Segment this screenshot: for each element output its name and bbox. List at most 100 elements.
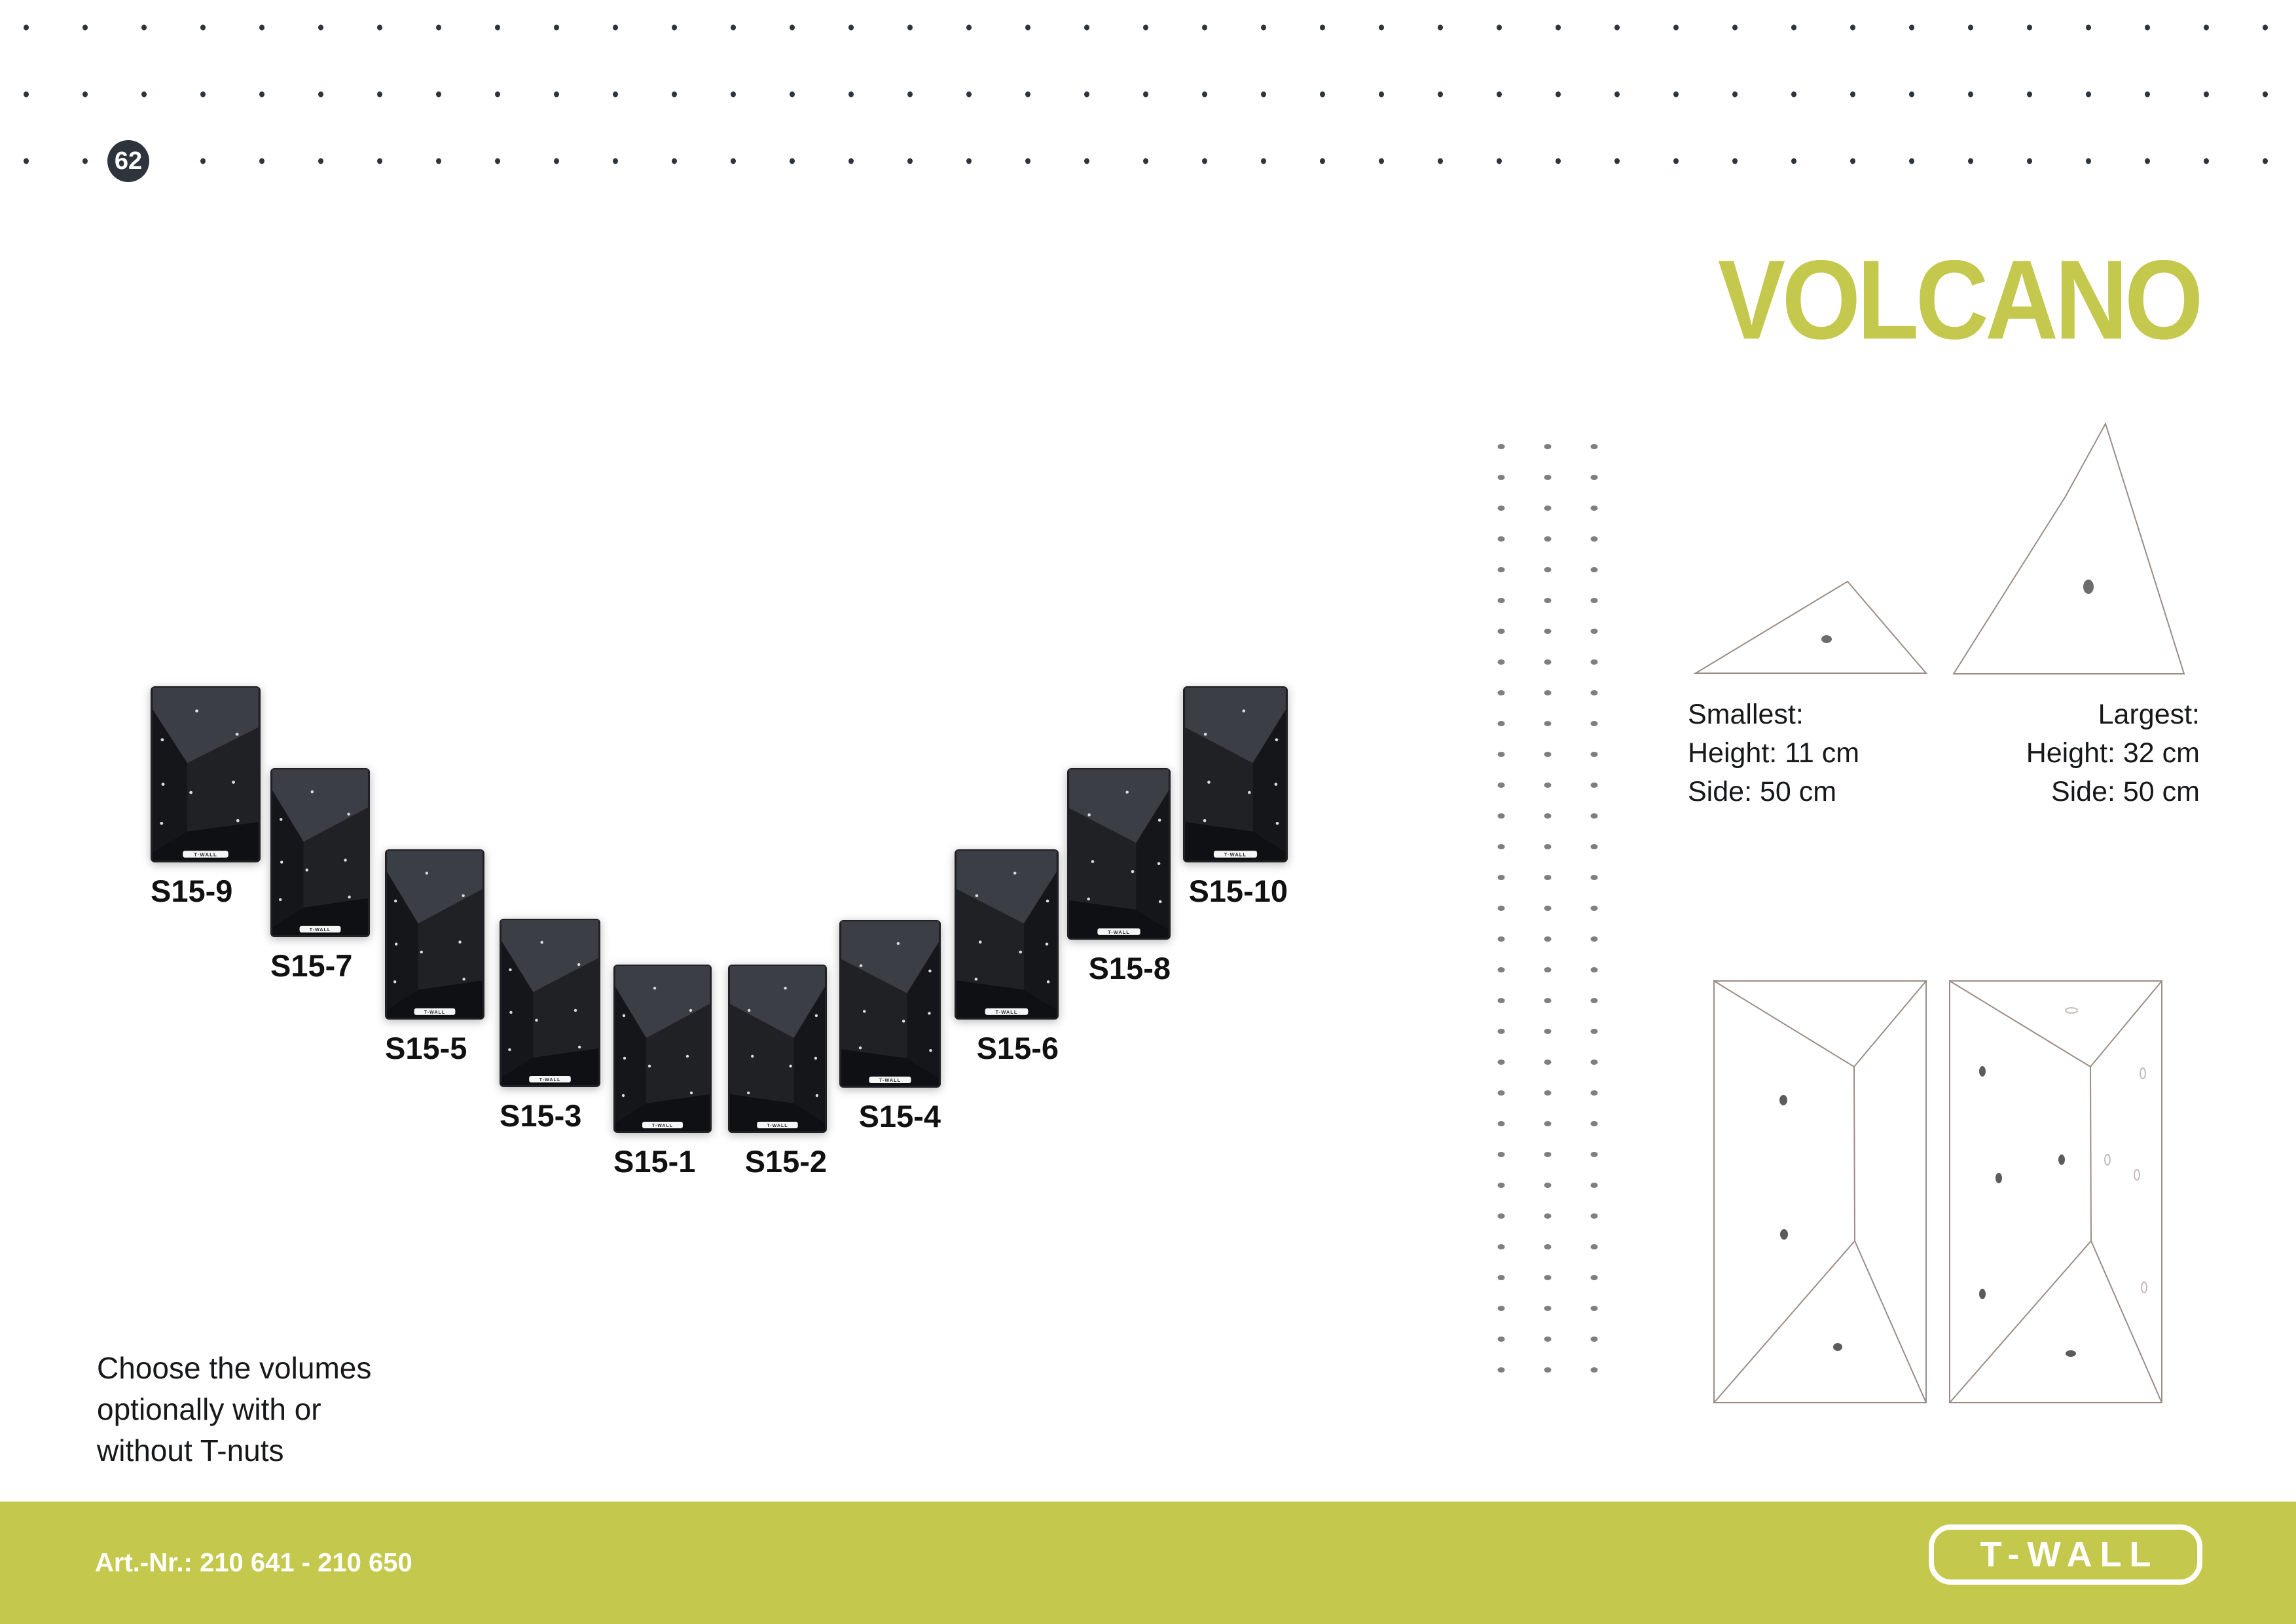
- smallest-volume-drawing: [1693, 580, 1928, 674]
- decor-dot: [1590, 1121, 1598, 1126]
- volume-photo-s15-3: T-WALL: [500, 919, 600, 1087]
- decor-dot: [1497, 1060, 1505, 1065]
- t-nut-hole: [689, 1091, 693, 1095]
- decor-dot: [1497, 506, 1505, 511]
- decor-dot: [1791, 91, 1796, 98]
- decor-dot: [1497, 783, 1505, 788]
- decor-dot: [1850, 24, 1855, 31]
- decor-dot: [1497, 844, 1505, 849]
- volume-label-s15-6: S15-6: [976, 1031, 1059, 1065]
- t-nut-hole: [1157, 819, 1161, 822]
- decor-dot: [1556, 91, 1561, 98]
- decor-dot: [2145, 91, 2150, 98]
- decor-dot: [1590, 690, 1598, 695]
- t-nut-hole: [862, 1010, 866, 1013]
- decor-dot: [1673, 158, 1679, 164]
- volume-photo-s15-8: T-WALL: [1067, 768, 1171, 940]
- t-nut-hole: [393, 980, 397, 984]
- decor-dot: [790, 24, 795, 31]
- decor-dot: [2027, 91, 2032, 98]
- volume-render: T-WALL: [270, 768, 370, 937]
- svg-text:T-WALL: T-WALL: [767, 1124, 788, 1128]
- decor-dot: [1544, 659, 1552, 665]
- svg-text:T-WALL: T-WALL: [539, 1077, 561, 1082]
- page-number-badge: 62: [107, 140, 149, 182]
- decor-dot: [1544, 844, 1552, 849]
- t-nut-hole: [689, 1008, 693, 1012]
- twall-strip: [869, 1077, 911, 1084]
- decor-dot: [2145, 158, 2150, 164]
- volume-layout-drawing-2: [1949, 980, 2162, 1403]
- decor-dot: [554, 24, 559, 31]
- tnut-option-note: Choose the volumes optionally with or wi…: [97, 1348, 371, 1471]
- t-nut-hole: [161, 783, 165, 786]
- t-nut-hole: [1157, 862, 1161, 866]
- decor-dot: [1497, 1183, 1505, 1188]
- decor-dot: [436, 24, 441, 31]
- decor-dot: [672, 24, 677, 31]
- decor-dot: [1732, 91, 1738, 98]
- t-nut-hole: [784, 986, 787, 990]
- t-nut-hole: [160, 738, 164, 741]
- decor-dot: [2204, 158, 2209, 164]
- decor-dot: [1544, 1152, 1552, 1157]
- volume-render: T-WALL: [500, 919, 600, 1087]
- volume-render: T-WALL: [613, 965, 712, 1133]
- decor-dot: [1590, 721, 1598, 726]
- twall-strip: [183, 851, 228, 858]
- t-nut-hole: [1087, 897, 1090, 901]
- decor-dot: [848, 158, 854, 164]
- decor-dot: [1590, 1029, 1598, 1034]
- decor-dot: [1544, 598, 1552, 603]
- decor-dot: [1590, 998, 1598, 1003]
- decor-dot: [259, 91, 264, 98]
- decor-dot: [1732, 158, 1738, 164]
- svg-text:T-WALL: T-WALL: [1224, 852, 1247, 858]
- t-nut-mark: [2083, 580, 2094, 594]
- decor-dot: [1084, 91, 1089, 98]
- decor-dot: [1544, 1306, 1552, 1311]
- twall-strip: [529, 1076, 571, 1082]
- t-nut-hole: [535, 1018, 538, 1022]
- t-nut-hole: [160, 822, 164, 825]
- decor-dot: [790, 91, 795, 98]
- decor-dot: [1850, 158, 1855, 164]
- decor-dot: [1497, 1121, 1505, 1126]
- largest-height: Height: 32 cm: [2026, 737, 2200, 769]
- decor-dot: [1025, 24, 1030, 31]
- volume-layout-drawing-1: [1713, 980, 1927, 1403]
- volume-render: T-WALL: [1067, 768, 1171, 940]
- decor-dot: [82, 91, 88, 98]
- decor-dot: [1544, 1029, 1552, 1034]
- volume-render: T-WALL: [1183, 686, 1288, 862]
- decor-dot: [1084, 158, 1089, 164]
- svg-text:T-WALL: T-WALL: [1108, 929, 1130, 935]
- decor-dot: [672, 91, 677, 98]
- decor-dot: [2204, 24, 2209, 31]
- volume-label-s15-3: S15-3: [500, 1098, 582, 1133]
- decor-dot: [1497, 998, 1505, 1003]
- t-nut-hole: [974, 978, 978, 981]
- t-nut-hole: [195, 709, 199, 712]
- decor-dot: [848, 24, 854, 31]
- decor-dot: [1590, 536, 1598, 542]
- decor-dot: [731, 24, 736, 31]
- decor-dot: [1909, 91, 1914, 98]
- t-nut-hole: [789, 1064, 792, 1068]
- t-nut-hole: [746, 1091, 750, 1095]
- t-nut-mark: [1821, 635, 1832, 643]
- t-nut-hole: [747, 1008, 751, 1012]
- t-nut-hole: [975, 894, 979, 898]
- decor-dot: [1202, 158, 1207, 164]
- decor-dot: [1544, 967, 1552, 972]
- decor-dot: [2086, 91, 2091, 98]
- volume-render: T-WALL: [151, 686, 261, 862]
- decor-dot: [2145, 24, 2150, 31]
- twall-strip: [757, 1122, 798, 1128]
- t-nut-hole: [344, 858, 347, 862]
- decor-dot: [377, 24, 382, 31]
- svg-text:T-WALL: T-WALL: [996, 1009, 1018, 1015]
- t-nut-hole: [1158, 900, 1162, 904]
- t-nut-hole: [751, 1054, 754, 1058]
- decor-dot: [1544, 1367, 1552, 1373]
